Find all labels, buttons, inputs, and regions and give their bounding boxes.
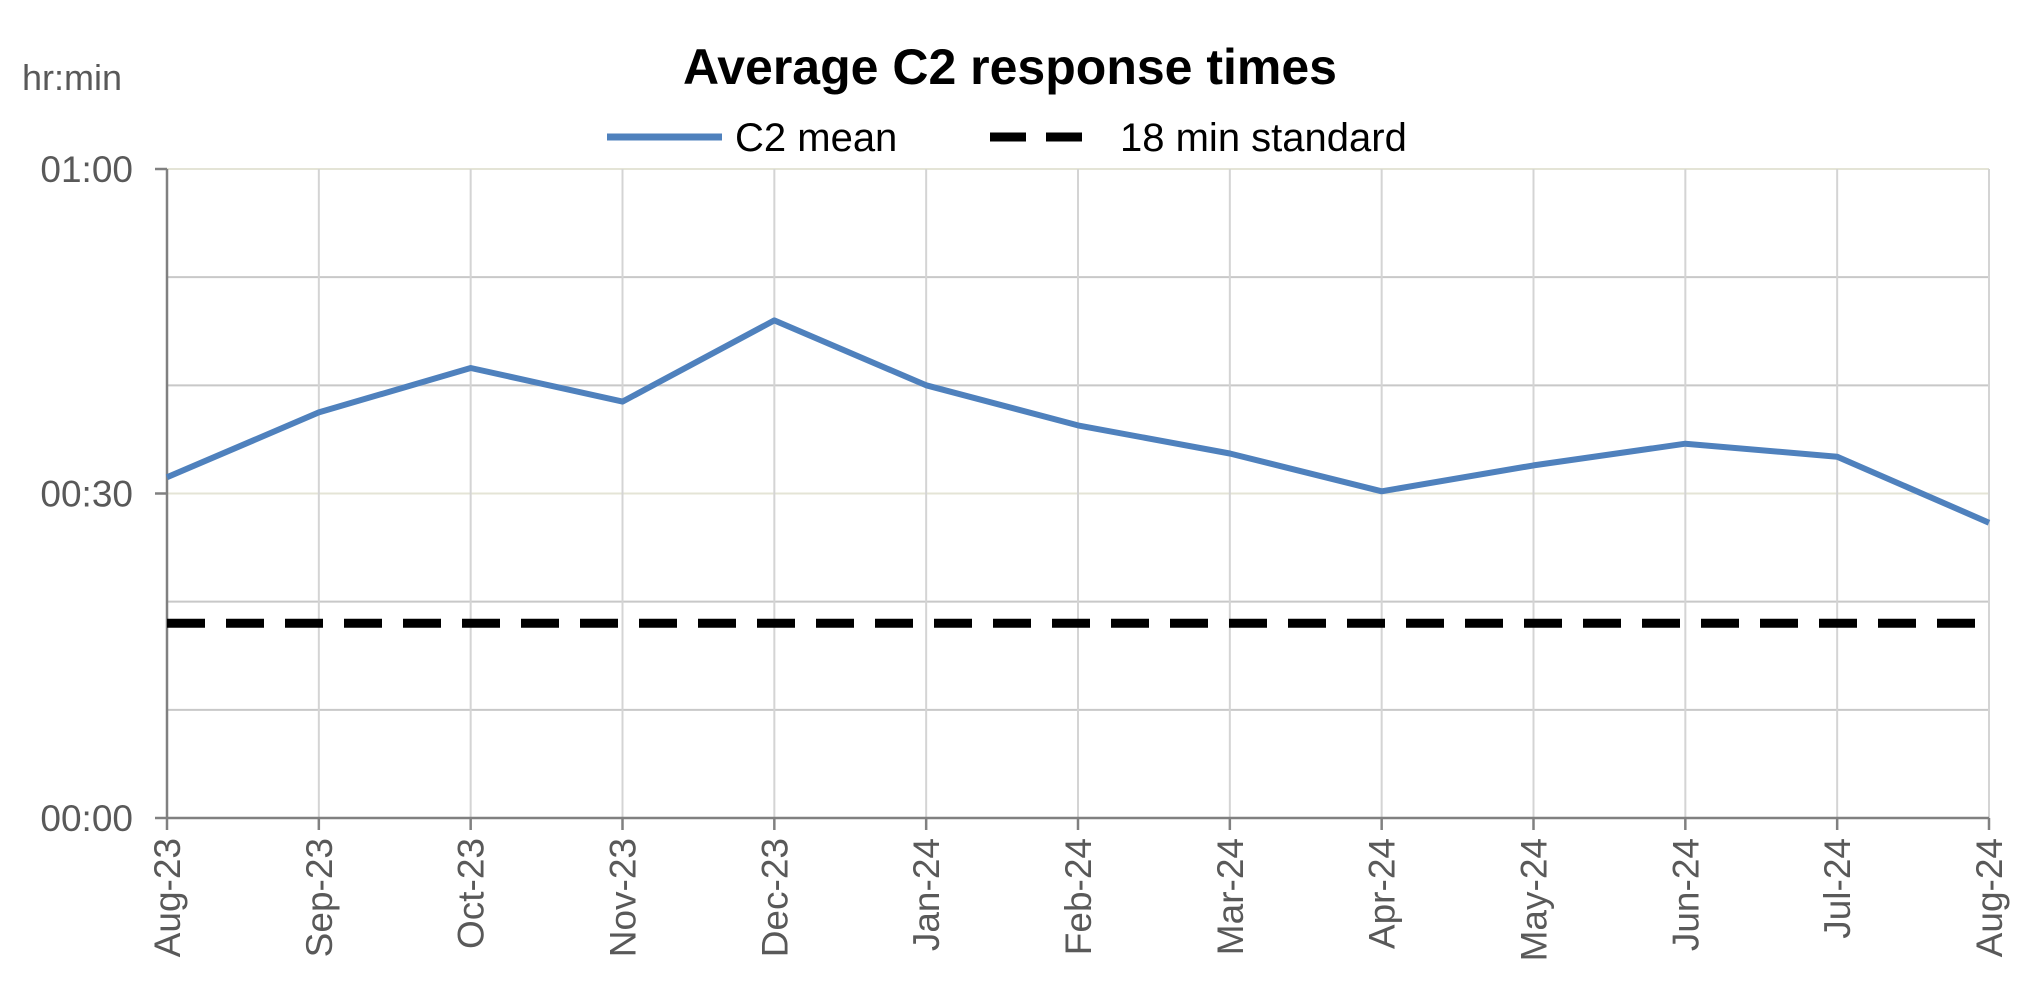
x-tick-label: Nov-23	[603, 838, 644, 957]
y-tick-label: 00:30	[40, 474, 133, 515]
chart-title: Average C2 response times	[683, 39, 1337, 95]
series-lines	[165, 317, 1991, 628]
x-tick-label: Sep-23	[299, 838, 340, 957]
y-axis-tick-labels: 00:00 00:30 01:00	[40, 149, 133, 839]
x-tick-label: Oct-23	[451, 838, 492, 949]
y-tick-label: 00:00	[40, 798, 133, 839]
x-tick-label: Dec-23	[754, 838, 795, 957]
x-tick-label: Apr-24	[1362, 838, 1403, 949]
x-axis-tick-labels: Aug-23 Sep-23 Oct-23 Nov-23 Dec-23 Jan-24 Feb-…	[147, 838, 2010, 961]
x-tick-label: Jan-24	[906, 838, 947, 951]
x-tick-label: Jun-24	[1665, 838, 1706, 951]
x-tick-label: May-24	[1514, 838, 1555, 961]
x-tick-label: Aug-24	[1969, 838, 2010, 957]
x-tick-label: Jul-24	[1817, 838, 1858, 939]
x-tick-label: Feb-24	[1058, 838, 1099, 955]
series-line-c2-mean	[165, 317, 1991, 526]
legend-label-c2-mean: C2 mean	[735, 116, 897, 160]
y-axis-unit-label: hr:min	[22, 57, 122, 98]
x-tick-label: Mar-24	[1210, 838, 1251, 955]
x-tick-label: Aug-23	[147, 838, 188, 957]
axes	[155, 167, 1991, 830]
y-tick-label: 01:00	[40, 149, 133, 190]
legend: C2 mean 18 min standard	[607, 116, 1407, 160]
vertical-gridlines	[317, 169, 1990, 818]
legend-label-18-min-standard: 18 min standard	[1120, 116, 1407, 160]
